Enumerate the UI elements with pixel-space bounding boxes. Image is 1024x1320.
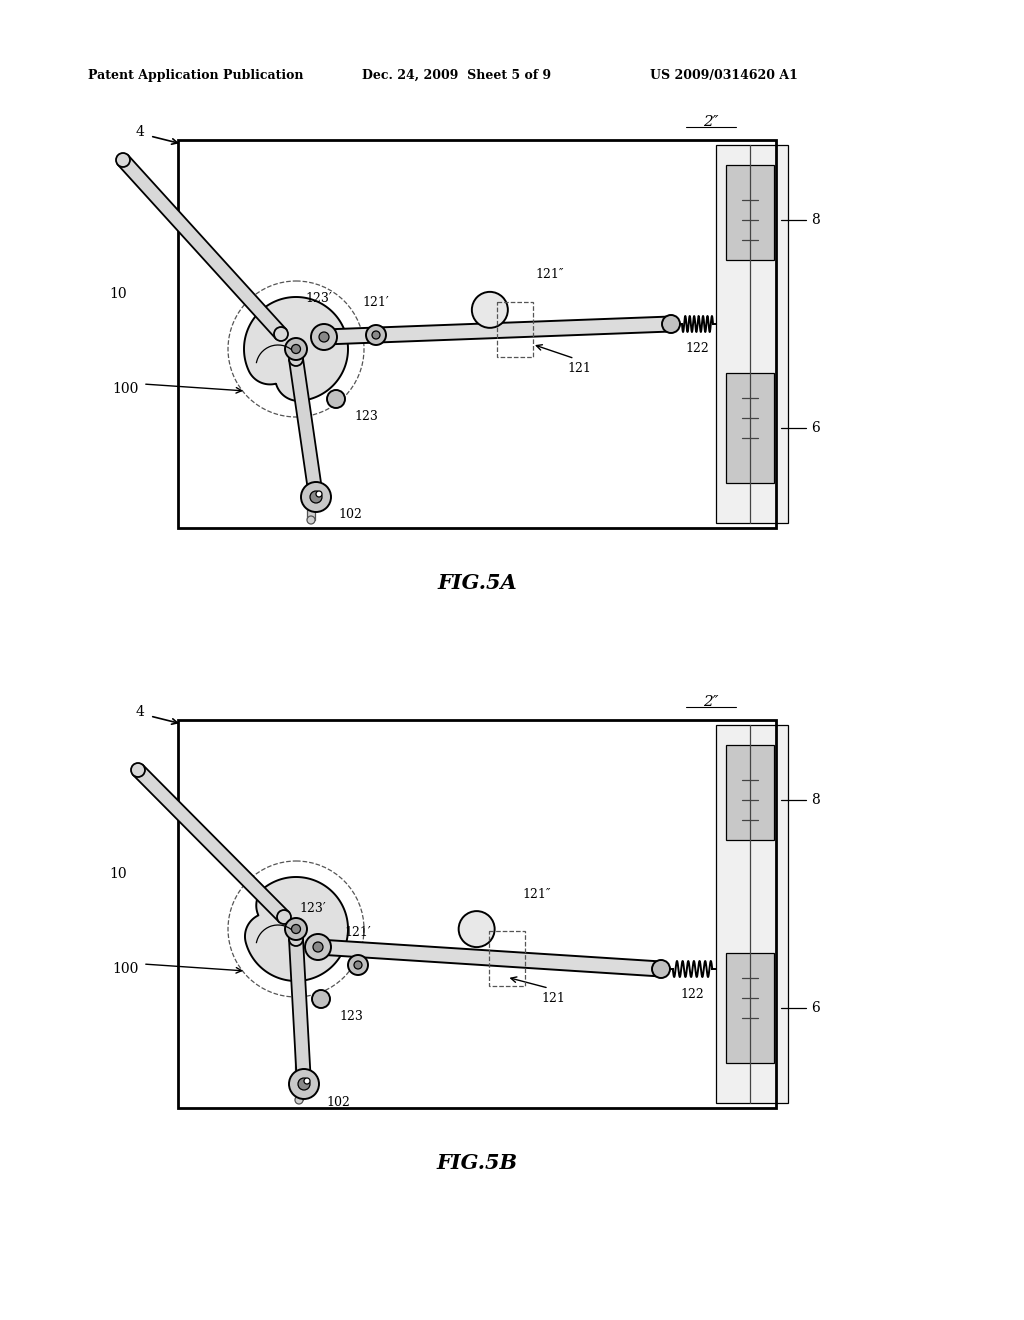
Text: Patent Application Publication: Patent Application Publication [88, 69, 303, 82]
Circle shape [131, 763, 145, 777]
Polygon shape [245, 876, 348, 981]
Text: 8: 8 [812, 213, 820, 227]
Text: 6: 6 [812, 421, 820, 436]
Circle shape [307, 516, 315, 524]
Text: 4: 4 [135, 705, 144, 719]
Bar [726, 374, 774, 483]
Circle shape [116, 153, 130, 168]
Text: 121″: 121″ [522, 887, 551, 900]
Text: 10: 10 [110, 867, 127, 880]
Circle shape [472, 292, 508, 327]
Text: Dec. 24, 2009  Sheet 5 of 9: Dec. 24, 2009 Sheet 5 of 9 [362, 69, 551, 82]
Text: 102: 102 [338, 508, 361, 521]
Circle shape [327, 389, 345, 408]
Bar [497, 302, 532, 356]
Circle shape [307, 450, 315, 458]
Circle shape [366, 325, 386, 345]
Text: FIG.5B: FIG.5B [436, 1152, 517, 1173]
Polygon shape [307, 454, 315, 520]
Circle shape [285, 917, 307, 940]
Text: 102: 102 [326, 1096, 350, 1109]
Circle shape [354, 961, 362, 969]
Circle shape [312, 990, 330, 1008]
Circle shape [348, 954, 368, 975]
Text: 10: 10 [110, 286, 127, 301]
Text: 123: 123 [354, 411, 378, 424]
Circle shape [310, 491, 322, 503]
Circle shape [292, 345, 300, 354]
Circle shape [304, 1078, 310, 1084]
Text: FIG.5A: FIG.5A [437, 573, 517, 593]
Bar [726, 165, 774, 260]
Text: 6: 6 [812, 1001, 820, 1015]
Text: 4: 4 [135, 125, 144, 139]
Circle shape [652, 960, 670, 978]
Circle shape [298, 1078, 310, 1090]
Text: 121″: 121″ [536, 268, 564, 281]
Circle shape [295, 1030, 303, 1038]
Circle shape [295, 1096, 303, 1104]
Circle shape [289, 932, 303, 946]
Polygon shape [133, 766, 289, 921]
Bar [178, 719, 776, 1107]
Polygon shape [324, 317, 672, 345]
Bar [488, 931, 524, 986]
Bar [716, 145, 788, 523]
Text: 122: 122 [685, 342, 709, 355]
Bar [726, 744, 774, 840]
Polygon shape [289, 358, 323, 498]
Circle shape [278, 909, 291, 924]
Circle shape [297, 1077, 311, 1092]
Text: 2″: 2″ [703, 115, 719, 129]
Circle shape [274, 327, 288, 341]
Text: 2″: 2″ [703, 696, 719, 709]
Text: 121′: 121′ [345, 927, 372, 940]
Circle shape [316, 491, 322, 498]
Text: 8: 8 [812, 793, 820, 807]
Text: 100: 100 [113, 962, 139, 975]
Circle shape [285, 338, 307, 360]
Circle shape [372, 331, 380, 339]
Text: US 2009/0314620 A1: US 2009/0314620 A1 [650, 69, 798, 82]
Text: 123′: 123′ [300, 903, 327, 916]
Text: 100: 100 [113, 381, 139, 396]
Circle shape [311, 323, 337, 350]
Polygon shape [289, 939, 311, 1085]
Circle shape [289, 1069, 319, 1100]
Polygon shape [295, 1034, 303, 1100]
Bar [716, 725, 788, 1104]
Circle shape [319, 333, 329, 342]
Text: 123′: 123′ [305, 293, 333, 305]
Polygon shape [317, 940, 662, 977]
Polygon shape [244, 297, 348, 401]
Text: 121: 121 [567, 362, 592, 375]
Circle shape [305, 935, 331, 960]
Circle shape [289, 352, 303, 366]
Circle shape [662, 315, 680, 333]
Circle shape [309, 490, 323, 504]
Circle shape [313, 942, 323, 952]
Circle shape [459, 911, 495, 948]
Polygon shape [118, 156, 286, 339]
Bar [178, 140, 776, 528]
Text: 121′: 121′ [362, 297, 389, 309]
Text: 121: 121 [542, 991, 565, 1005]
Text: 122: 122 [680, 987, 703, 1001]
Circle shape [301, 482, 331, 512]
Text: 123: 123 [339, 1011, 362, 1023]
Circle shape [292, 924, 300, 933]
Bar [726, 953, 774, 1063]
